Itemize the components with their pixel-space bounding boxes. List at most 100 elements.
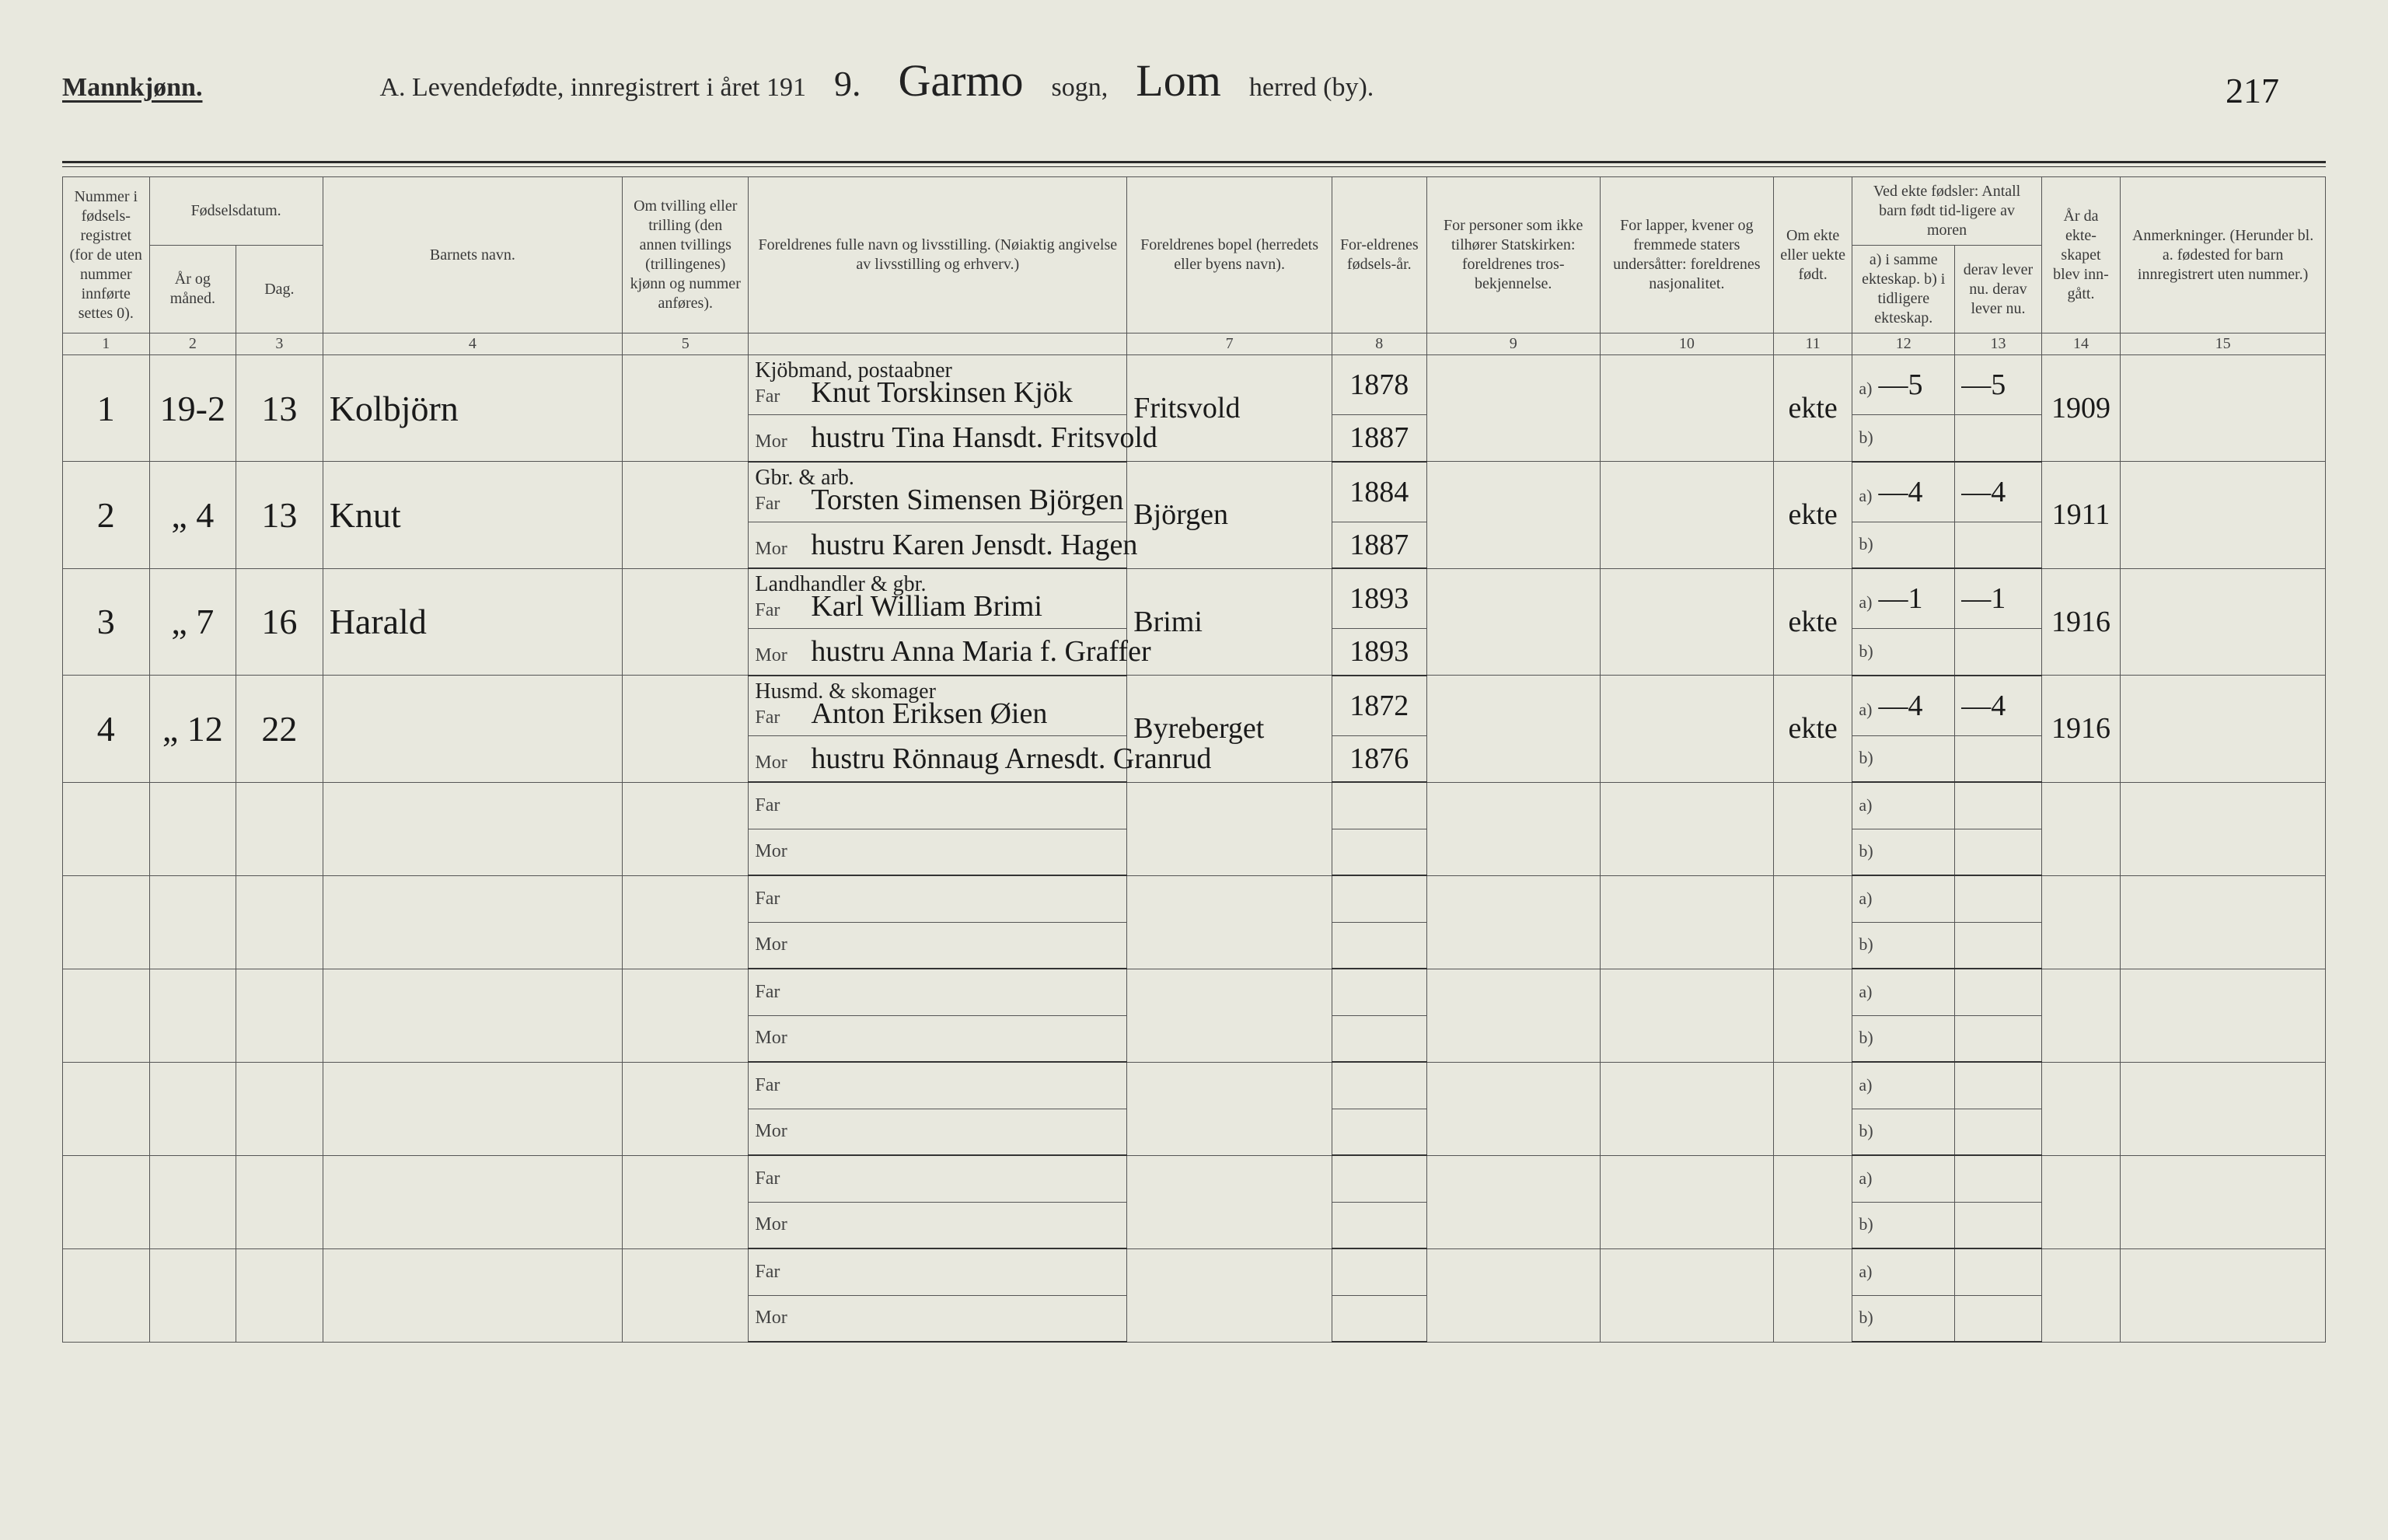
cell: 13 [236,355,323,462]
label-a: a) [1859,1262,1872,1281]
far-label: Far [755,795,798,816]
table-row: 3„ 716HaraldLandhandler & gbr. Far Karl … [63,568,2326,629]
entry-number: 2 [97,495,115,535]
cell [1773,782,1852,875]
colnum: 2 [149,333,236,355]
cell: Brimi [1127,568,1332,676]
cell [1955,782,2042,829]
cell: 16 [236,568,323,676]
col-8-header: For-eldrenes fødsels-år. [1332,177,1426,333]
far-label: Far [755,494,798,515]
cell: a)—5 [1852,355,1955,415]
table-head: Nummer i fødsels-registret (for de uten … [63,177,2326,355]
child-name: Harald [330,602,427,641]
cell: Gbr. & arb. Far Torsten Simensen Björgen [749,462,1127,522]
alive-count: —4 [1961,476,2006,508]
cell: 13 [236,462,323,569]
cell [63,1062,150,1155]
cell: 22 [236,676,323,783]
cell [1773,875,1852,969]
cell [1773,1155,1852,1248]
mor-label: Mor [755,934,798,955]
cell: Knut [323,462,622,569]
page-number: 217 [2226,70,2279,111]
cell [2121,1248,2326,1342]
cell [1600,462,1773,569]
cell [2121,1062,2326,1155]
col-1-header: Nummer i fødsels-registret (for de uten … [63,177,150,333]
marriage-year: 1909 [2051,392,2110,424]
cell: Harald [323,568,622,676]
cell: 1916 [2041,676,2120,783]
cell [1332,969,1426,1015]
sogn-name: Garmo [889,54,1032,107]
cell [236,1248,323,1342]
cell: 1887 [1332,415,1426,462]
cell [2121,462,2326,569]
cell: —1 [1955,568,2042,629]
cell [1426,969,1600,1062]
marriage-year: 1916 [2051,606,2110,638]
cell [1426,462,1600,569]
cell [1600,676,1773,783]
table-row: Fara) [63,875,2326,922]
cell: b) [1852,415,1955,462]
father-birthyear: 1884 [1349,476,1409,508]
sogn-label: sogn, [1052,73,1108,103]
label-b: b) [1859,934,1873,954]
cell: 4 [63,676,150,783]
cell [236,969,323,1062]
colnum: 7 [1127,333,1332,355]
label-b: b) [1859,841,1873,861]
alive-count: —4 [1961,690,2006,722]
cell [1600,568,1773,676]
cell [1955,922,2042,969]
cell: 1872 [1332,676,1426,736]
entry-month: „ 12 [162,709,223,749]
cell [149,969,236,1062]
entry-number: 3 [97,602,115,641]
cell: Fritsvold [1127,355,1332,462]
cell: Mor hustru Anna Maria f. Graffer [749,629,1127,676]
far-label: Far [755,889,798,910]
entry-day: 13 [261,389,297,428]
cell [1332,1109,1426,1155]
alive-count: —5 [1961,368,2006,401]
label-a: a) [1859,982,1872,1001]
cell [1127,969,1332,1062]
cell: Mor [749,1015,1127,1062]
cell [323,969,622,1062]
cell [1955,1015,2042,1062]
father-name: Knut Torskinsen Kjök [811,375,1073,410]
child-name: Knut [330,495,401,535]
cell [1955,415,2042,462]
cell: Kjöbmand, postaabner Far Knut Torskinsen… [749,355,1127,415]
far-label: Far [755,600,798,621]
cell [63,969,150,1062]
cell [1332,829,1426,875]
cell: 1893 [1332,568,1426,629]
label-a: a) [1859,1168,1872,1188]
cell [1127,1155,1332,1248]
entry-month: „ 4 [171,495,214,535]
cell: b) [1852,629,1955,676]
cell [2041,782,2120,875]
label-b: b) [1859,1028,1873,1047]
cell [1773,1248,1852,1342]
mor-label: Mor [755,431,798,452]
col-14-header: År da ekte-skapet blev inn-gått. [2041,177,2120,333]
colnum: 9 [1426,333,1600,355]
table-row: Fara) [63,1155,2326,1202]
label-b: b) [1859,1121,1873,1140]
cell [623,875,749,969]
mor-label: Mor [755,1214,798,1235]
cell [149,1155,236,1248]
cell [1426,782,1600,875]
far-label: Far [755,982,798,1003]
label-b: b) [1859,748,1873,767]
cell: Far [749,875,1127,922]
colnum: 11 [1773,333,1852,355]
mor-label: Mor [755,539,798,560]
cell [1600,782,1773,875]
table-row: 4„ 1222Husmd. & skomager Far Anton Eriks… [63,676,2326,736]
